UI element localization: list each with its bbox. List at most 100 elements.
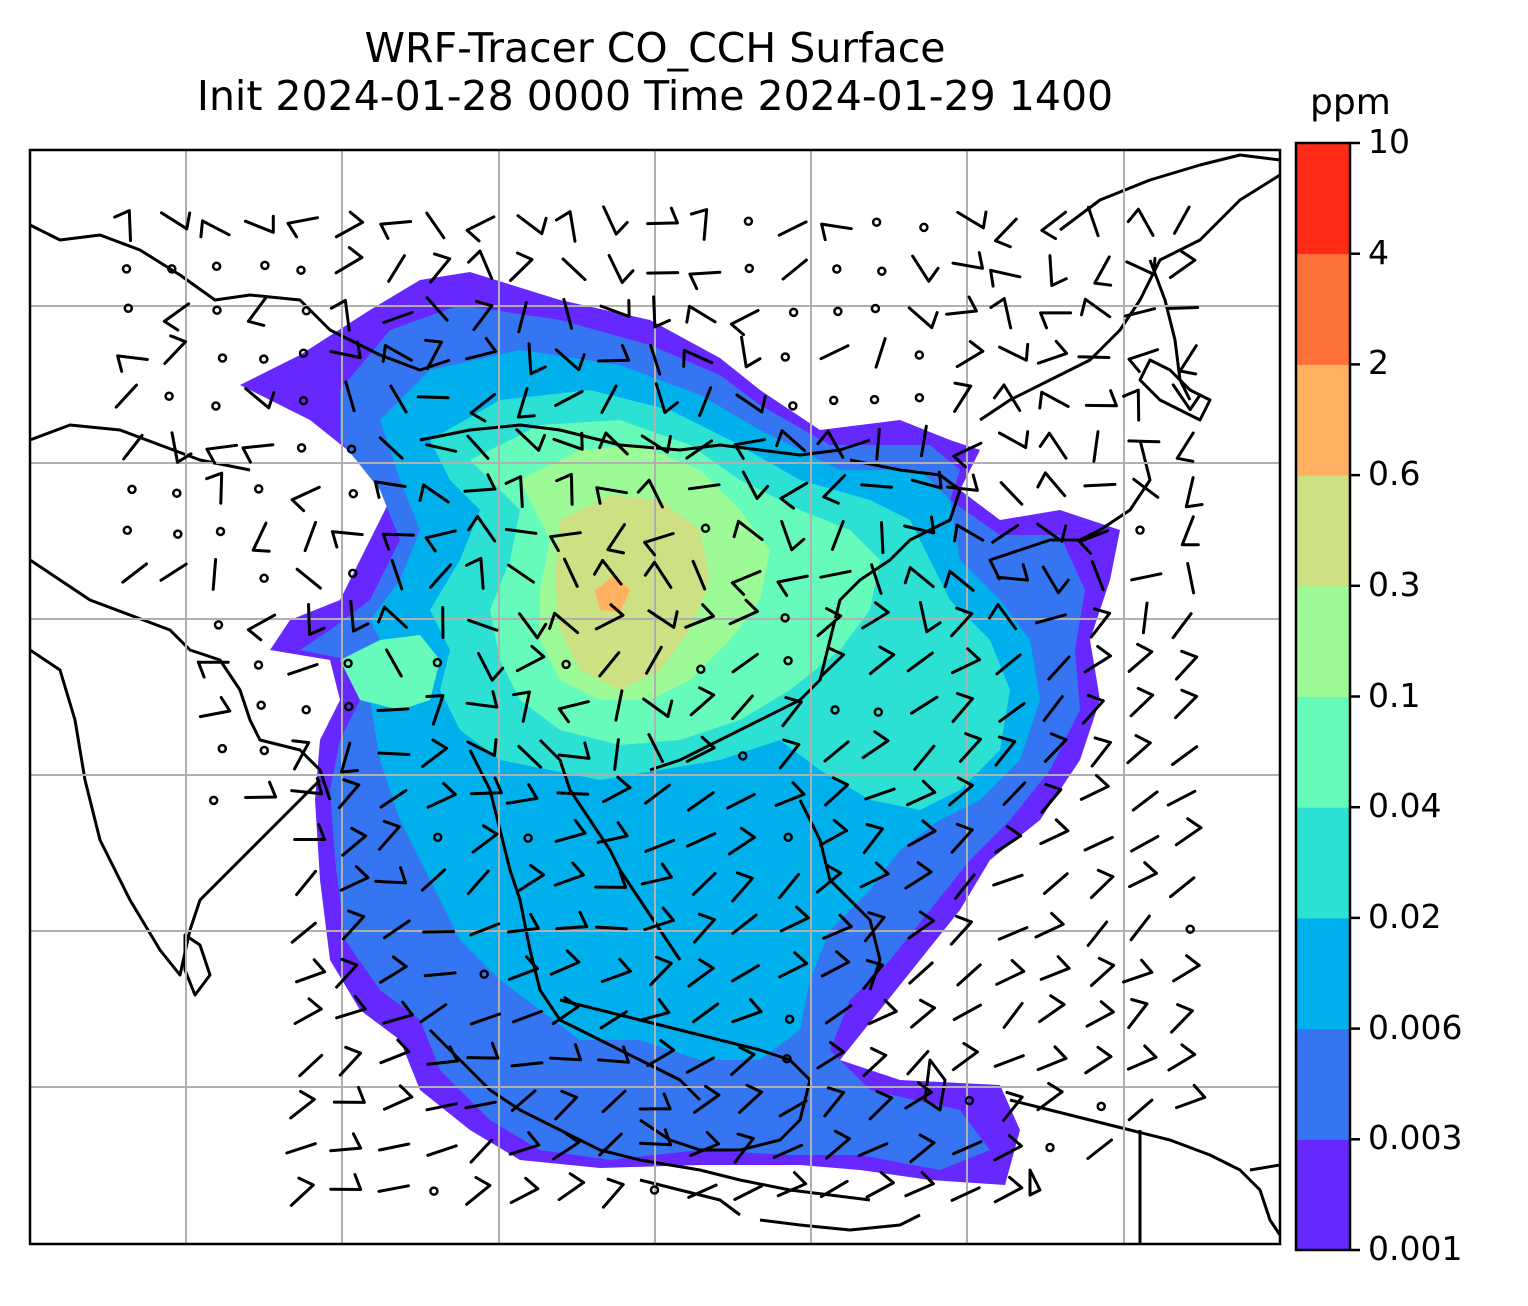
wind-barb [286, 216, 319, 239]
wind-barb [1039, 955, 1071, 981]
wind-barb [1184, 476, 1204, 509]
wind-barb [516, 386, 536, 419]
wind-barb [822, 913, 853, 940]
calm-wind-marker [871, 217, 882, 227]
colorbar-tick-label: 4 [1368, 232, 1389, 272]
colorbar-segment [1296, 475, 1350, 587]
calm-wind-marker [301, 705, 311, 715]
wind-barb [868, 1089, 894, 1121]
wind-barb [781, 696, 803, 728]
wind-barb [381, 344, 413, 363]
calm-wind-marker [696, 664, 706, 675]
wind-barb [205, 443, 239, 465]
wind-barb [377, 605, 408, 629]
wind-barb [643, 906, 675, 931]
wind-barb [507, 955, 539, 981]
wind-barb [640, 434, 672, 454]
wind-barb [874, 337, 887, 369]
wind-barb [918, 601, 942, 634]
wind-barb [825, 1129, 851, 1160]
wind-barb [1083, 482, 1117, 488]
wind-barb [1127, 348, 1159, 373]
wind-barb [693, 912, 716, 944]
wind-barb [686, 832, 717, 848]
wind-barb [728, 598, 759, 626]
wind-barb [993, 1134, 1023, 1162]
wind-barb [956, 963, 982, 987]
wind-barb [335, 957, 359, 989]
calm-wind-marker [788, 307, 799, 318]
wind-barb [307, 603, 326, 636]
wind-barb [816, 1041, 845, 1070]
wind-barb [555, 472, 574, 506]
wind-barb [1130, 572, 1163, 582]
wind-barb [1175, 431, 1195, 463]
wind-barb [820, 950, 851, 978]
wind-barb [1048, 254, 1068, 287]
wind-barb [562, 297, 574, 330]
wind-barb [728, 826, 756, 856]
wind-barb [998, 702, 1026, 723]
wind-barb [549, 1043, 582, 1062]
wind-barb [687, 791, 715, 812]
wind-barb [527, 342, 547, 376]
wind-barb [1039, 818, 1070, 846]
wind-barb [1002, 1090, 1024, 1122]
wind-barb [950, 1186, 981, 1202]
wind-barb [594, 603, 625, 631]
calm-wind-marker [296, 265, 306, 275]
wind-barb [775, 429, 806, 453]
wind-barb [952, 1003, 982, 1021]
calm-wind-marker [172, 488, 182, 498]
wind-barb [339, 865, 370, 892]
wind-barb [241, 443, 275, 464]
wind-barb [781, 258, 808, 281]
wind-barb [956, 210, 988, 230]
wind-barb [464, 1100, 497, 1110]
wind-barb [639, 1128, 672, 1147]
calm-wind-marker [561, 659, 571, 670]
wind-barb [551, 996, 580, 1026]
wind-barb [594, 870, 628, 889]
wind-barb [121, 562, 148, 584]
wind-barb [911, 254, 940, 283]
wind-barb [381, 532, 415, 551]
wind-barb [244, 780, 278, 799]
wind-barb [823, 740, 850, 763]
wind-barb [731, 652, 759, 674]
wind-barb [1125, 256, 1157, 276]
calm-wind-marker [127, 484, 137, 495]
calm-wind-marker [348, 568, 358, 579]
wind-barb [1043, 872, 1069, 895]
wind-barb [906, 779, 937, 807]
wind-barb [815, 863, 843, 894]
wind-barb [1078, 529, 1110, 555]
wind-barb [466, 869, 490, 895]
wind-barb [906, 651, 934, 673]
wind-barb [379, 789, 408, 809]
wind-barb [334, 210, 365, 239]
wind-barb [772, 1143, 804, 1159]
wind-barb [903, 515, 936, 535]
wind-barb [251, 521, 271, 553]
field-level-0.3 [555, 495, 710, 690]
wind-barb [994, 825, 1023, 854]
wind-barb [731, 998, 763, 1024]
wind-barb [816, 607, 843, 638]
wind-barb [510, 1061, 544, 1068]
wind-barb [992, 873, 1024, 887]
wind-barb [880, 521, 885, 555]
colorbar-tick-label: 0.003 [1368, 1118, 1463, 1158]
wind-barb [424, 338, 443, 370]
wind-barb [1127, 1098, 1154, 1122]
wind-barb [1128, 861, 1158, 889]
wind-barb [949, 914, 973, 946]
wind-barb [1174, 817, 1203, 847]
wind-barb [731, 964, 760, 983]
wind-barb [693, 1084, 721, 1114]
wind-barb [509, 251, 534, 282]
wind-barb [1043, 732, 1068, 763]
wind-barb [467, 618, 499, 632]
wind-barb [198, 696, 232, 719]
wind-barb [860, 483, 893, 489]
